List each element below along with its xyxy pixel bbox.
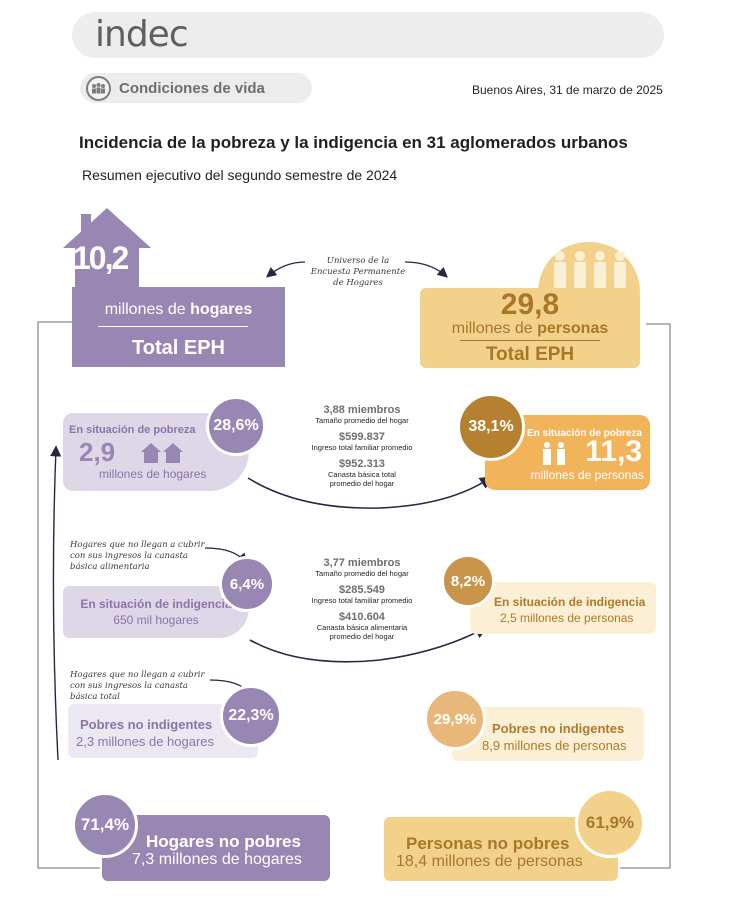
no-indigentes-hogares-title: Pobres no indigentes: [80, 717, 213, 732]
people-group-icon: [86, 76, 111, 101]
indigencia-stats: 3,77 miembros Tamaño promedio del hogar …: [300, 557, 424, 641]
indigencia-miembros-label: Tamaño promedio del hogar: [315, 569, 409, 578]
pobreza-personas-value: 11,3: [585, 435, 642, 468]
pobreza-miembros-label: Tamaño promedio del hogar: [315, 416, 409, 425]
no-pobres-personas-value: 18,4 millones de personas: [396, 853, 583, 870]
personas-unit-prefix: millones de: [451, 320, 538, 337]
pobreza-canasta: $952.313: [339, 458, 385, 470]
personas-total-label: Total EPH: [485, 344, 575, 365]
house-icon: [63, 208, 151, 288]
no-indigentes-personas-value: 8,9 millones de personas: [482, 738, 627, 753]
indigencia-personas-pct: 8,2%: [441, 554, 495, 608]
no-indigentes-personas-title: Pobres no indigentes: [492, 721, 625, 736]
no-pobres-hogares-title: Hogares no pobres: [146, 832, 301, 851]
pobreza-ingreso-label: Ingreso total familiar promedio: [311, 443, 413, 452]
no-indigentes-hogares-pct: 22,3%: [220, 685, 282, 747]
hogares-total-value: 10,2: [73, 240, 129, 276]
no-pobres-hogares-value: 7,3 millones de hogares: [132, 851, 302, 868]
indigencia-miembros: 3,77 miembros: [323, 557, 401, 569]
indigencia-personas-box: En situación de indigencia 2,5 millones …: [470, 582, 656, 634]
pobreza-hogares-title: En situación de pobreza: [69, 424, 196, 436]
indigencia-hogares-value: 650 mil hogares: [113, 613, 199, 627]
personas-total-value: 29,8: [500, 288, 560, 321]
hogares-total-box: millones de hogares Total EPH: [72, 287, 285, 367]
indigencia-hogares-title: En situación de indigencia: [80, 597, 232, 611]
hogares-unit-prefix: millones de: [104, 301, 191, 318]
pobreza-hogares-unit: millones de hogares: [99, 467, 207, 481]
pobreza-canasta-label-1: Canasta básica total: [328, 470, 396, 479]
pobreza-personas-title: En situación de pobreza: [527, 428, 643, 439]
page-subtitle: Resumen ejecutivo del segundo semestre d…: [82, 167, 398, 183]
pobreza-personas-box: En situación de pobreza 11,3 millones de…: [485, 415, 650, 490]
section-pill: [80, 73, 312, 103]
note-alimentaria: Hogares que no llegan a cubrir con sus i…: [70, 540, 205, 572]
no-pobres-personas-title: Personas no pobres: [406, 834, 570, 853]
pobreza-miembros: 3,88 miembros: [323, 404, 401, 416]
indigencia-canasta-label-2: promedio del hogar: [329, 632, 395, 641]
personas-total-box: 29,8 millones de personas Total EPH: [420, 288, 640, 368]
hogares-unit-bold: hogares: [190, 301, 253, 318]
no-indigentes-personas-pct: 29,9%: [424, 688, 486, 750]
header-bar: [72, 12, 664, 58]
pobreza-ingreso: $599.837: [339, 431, 385, 443]
indec-logo: indec: [95, 14, 189, 55]
indigencia-ingreso: $285.549: [339, 584, 385, 596]
indigencia-canasta: $410.604: [339, 611, 385, 623]
pobreza-stats: 3,88 miembros Tamaño promedio del hogar …: [300, 404, 424, 488]
indigencia-hogares-box: En situación de indigencia 650 mil hogar…: [63, 586, 249, 638]
page-title: Incidencia de la pobreza y la indigencia…: [79, 133, 628, 152]
section-label: Condiciones de vida: [119, 80, 265, 97]
personas-unit-bold: personas: [537, 320, 609, 337]
people-icon: [538, 242, 640, 292]
note-total: Hogares que no llegan a cubrir con sus i…: [70, 670, 205, 702]
indigencia-canasta-label-1: Canasta básica alimentaria: [316, 623, 408, 632]
indigencia-ingreso-label: Ingreso total familiar promedio: [311, 596, 413, 605]
no-pobres-personas-pct: 61,9%: [575, 788, 645, 858]
indigencia-personas-value: 2,5 millones de personas: [500, 611, 634, 625]
universe-note: Universo de la Encuesta Permanente de Ho…: [310, 256, 406, 288]
report-date: Buenos Aires, 31 de marzo de 2025: [472, 83, 663, 97]
indigencia-hogares-pct: 6,4%: [219, 556, 275, 612]
pobreza-personas-pct: 38,1%: [457, 393, 525, 461]
two-houses-icon: [141, 443, 183, 463]
pobreza-hogares-value: 2,9: [79, 437, 116, 467]
two-people-icon: [543, 442, 565, 465]
no-pobres-hogares-pct: 71,4%: [72, 792, 138, 858]
indigencia-personas-title: En situación de indigencia: [494, 595, 646, 609]
no-pobres-hogares-box: Hogares no pobres 7,3 millones de hogare…: [102, 815, 330, 881]
pobreza-hogares-pct: 28,6%: [206, 396, 266, 456]
pobreza-personas-unit: millones de personas: [530, 468, 644, 482]
hogares-total-label: Total EPH: [132, 337, 225, 359]
pobreza-canasta-label-2: promedio del hogar: [329, 479, 395, 488]
no-indigentes-hogares-value: 2,3 millones de hogares: [76, 734, 215, 749]
